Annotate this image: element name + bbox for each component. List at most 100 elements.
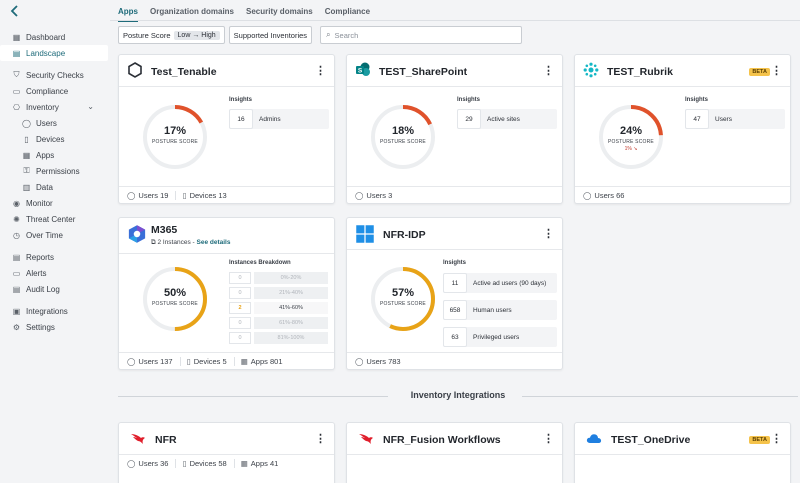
footer-value: 58 [218,459,227,468]
insight-count: 11 [443,273,467,293]
footer-label: Devices [189,459,217,468]
map-icon: ▤ [12,48,21,58]
app-card-nfr-fusion[interactable]: NFR_Fusion Workflows ⋮ [346,422,563,483]
footer-label: Users [138,459,158,468]
insight-row: 658 Human users [443,300,557,320]
posture-score-sort-button[interactable]: Posture Score Low → High [118,26,225,44]
footer-value: 137 [160,356,173,366]
sidebar-item-label: Settings [26,322,55,332]
more-options-icon[interactable]: ⋮ [543,65,554,77]
sidebar-item-reports[interactable]: ▤ Reports [0,249,108,265]
falcon-logo-icon [131,434,145,444]
footer-value: 13 [218,190,227,200]
insight-count: 63 [443,327,467,347]
breakdown-count: 0 [229,272,251,284]
section-title: Inventory Integrations [410,390,506,400]
more-options-icon[interactable]: ⋮ [315,433,326,445]
card-header: NFR-IDP ⋮ [347,218,562,250]
sidebar-item-security-checks[interactable]: ⛉ Security Checks [0,67,108,83]
dashboard-icon: ▦ [12,32,21,42]
more-options-icon[interactable]: ⋮ [771,433,782,445]
user-icon: ◯ [355,356,364,366]
sidebar-item-settings[interactable]: ⚙ Settings [0,319,108,335]
footer-label: Users [366,356,386,366]
card-header: NFR_Fusion Workflows ⋮ [347,423,562,455]
card-footer: ◯ Users 36 ▯ Devices 58 ▦ Apps 41 [119,455,334,472]
breakdown-count: 0 [229,332,251,344]
sidebar-item-threat-center[interactable]: ✺ Threat Center [0,211,108,227]
app-card-nfr[interactable]: NFR ⋮ ◯ Users 36 ▯ Devices 58 ▦ Apps 41 [118,422,335,483]
m365-logo-icon [128,225,146,243]
footer-devices: ▯ Devices 5 [187,356,235,366]
footer-value: 36 [160,459,169,468]
tab-apps[interactable]: Apps [118,7,138,22]
card-header: TEST_Rubrik BETA ⋮ [575,55,790,87]
sidebar-item-monitor[interactable]: ◉ Monitor [0,195,108,211]
sidebar-item-audit-log[interactable]: ▤ Audit Log [0,281,108,297]
apps-icon: ▦ [240,459,248,468]
footer-value: 3 [388,190,393,200]
sidebar-item-landscape[interactable]: ▤ Landscape [0,45,108,61]
sidebar-item-inventory[interactable]: ⎔ Inventory ⌄ [0,99,108,115]
sidebar-item-label: Compliance [26,86,69,96]
insight-label: Active sites [487,115,520,123]
app-card-m365[interactable]: M365 ⧉ 2 Instances - See details 50% POS… [118,217,335,370]
sidebar-item-label: Apps [36,150,55,160]
back-button[interactable] [10,5,24,19]
more-options-icon[interactable]: ⋮ [543,228,554,240]
card-header: NFR ⋮ [119,423,334,455]
insights-label: Insights [457,97,481,103]
more-options-icon[interactable]: ⋮ [315,65,326,77]
sidebar-item-dashboard[interactable]: ▦ Dashboard [0,29,108,45]
card-header: S TEST_SharePoint ⋮ [347,55,562,87]
insight-label: Human users [473,306,512,314]
more-options-icon[interactable]: ⋮ [771,65,782,77]
sidebar-item-data[interactable]: ▥ Data [0,179,108,195]
monitor-icon: ◉ [13,198,20,208]
insight-count: 29 [457,109,481,129]
supported-inventories-button[interactable]: Supported Inventories [228,26,313,44]
sidebar-item-alerts[interactable]: ▭ Alerts [0,265,108,281]
sidebar-item-compliance[interactable]: ▭ Compliance [0,83,108,99]
posture-score-donut: 17% POSTURE SCORE [141,103,209,171]
footer-apps: ▦ Apps 41 [241,459,286,468]
insight-label: Privileged users [473,333,520,341]
footer-users: ◯ Users 783 [355,357,408,366]
instances-count: 2 Instances [157,239,191,246]
app-card-onedrive[interactable]: TEST_OneDrive BETA ⋮ [574,422,791,483]
instances-info: ⧉ 2 Instances - See details [151,239,231,246]
app-card-tenable[interactable]: Test_Tenable ⋮ 17% POSTURE SCORE Insight… [118,54,335,204]
gear-icon: ⚙ [12,322,21,332]
chevron-down-icon: ⌄ [87,102,94,111]
tab-compliance[interactable]: Compliance [324,7,371,16]
sidebar-item-integrations[interactable]: ▣ Integrations [0,303,108,319]
footer-users: ◯ Users 3 [355,191,399,200]
sidebar-item-permissions[interactable]: ⚿ Permissions [0,163,108,179]
see-details-link[interactable]: See details [196,239,231,246]
tab-organization-domains[interactable]: Organization domains [150,7,235,16]
clock-icon: ◷ [13,230,20,240]
breakdown-row: 2 41%-60% [229,301,328,315]
sidebar-item-label: Reports [26,252,55,262]
user-icon: ◯ [127,356,136,366]
sidebar-item-devices[interactable]: ▯ Devices [0,131,108,147]
footer-value: 5 [222,356,227,366]
posture-score-donut: 50% POSTURE SCORE [141,265,209,333]
app-card-rubrik[interactable]: TEST_Rubrik BETA ⋮ 24% POSTURE SCORE 1% … [574,54,791,204]
breakdown-range: 21%-40% [254,287,328,299]
sidebar-item-users[interactable]: ◯ Users [0,115,108,131]
sidebar-item-over-time[interactable]: ◷ Over Time [0,227,108,243]
beta-badge: BETA [749,68,770,76]
footer-users: ◯ Users 66 [583,191,631,200]
more-options-icon[interactable]: ⋮ [543,433,554,445]
sidebar-item-apps[interactable]: ▦ Apps [0,147,108,163]
user-icon: ◯ [127,190,136,200]
app-card-sharepoint[interactable]: S TEST_SharePoint ⋮ 18% POSTURE SCORE In… [346,54,563,204]
breakdown-row: 0 21%-40% [229,286,328,300]
app-card-nfr-idp[interactable]: NFR-IDP ⋮ 57% POSTURE SCORE Insights 11 … [346,217,563,370]
user-icon: ◯ [355,190,364,200]
search-input[interactable]: ⌕ Search [320,26,523,44]
tab-security-domains[interactable]: Security domains [246,7,313,16]
beta-badge: BETA [749,436,770,444]
sidebar: ▦ Dashboard ▤ Landscape ⛉ Security Checks ▭… [0,0,110,483]
